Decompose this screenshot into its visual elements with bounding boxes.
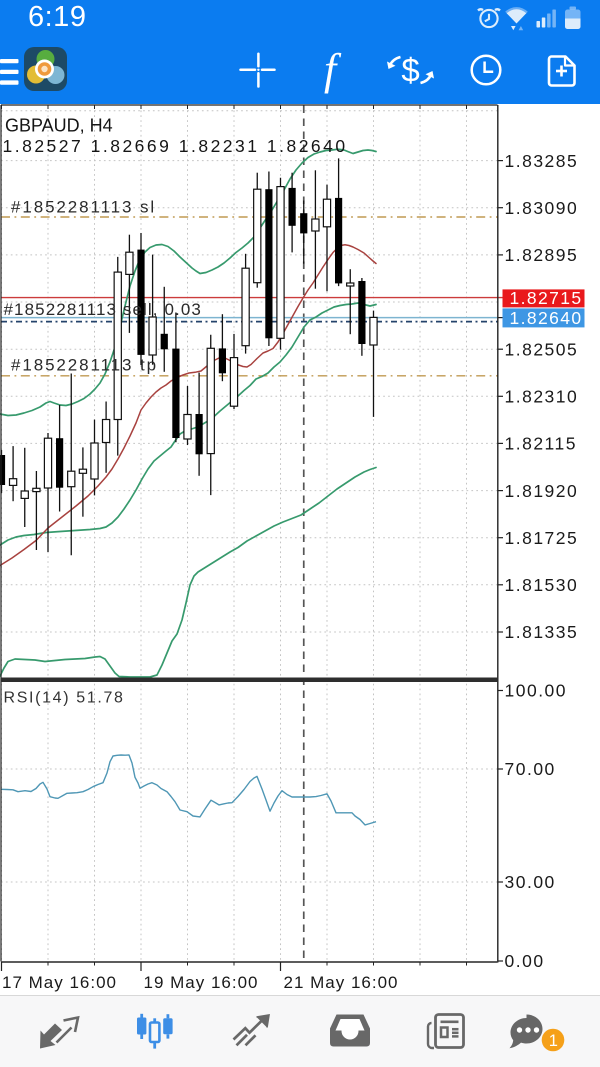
svg-text:1.82527 1.82669 1.82231 1.8264: 1.82527 1.82669 1.82231 1.82640 (3, 136, 348, 156)
svg-text:1.81725: 1.81725 (505, 528, 579, 548)
svg-text:1.82310: 1.82310 (505, 387, 579, 407)
svg-text:1.83090: 1.83090 (505, 198, 579, 218)
svg-text:1.83285: 1.83285 (505, 151, 579, 171)
svg-text:f: f (324, 45, 342, 94)
svg-text:1.82715: 1.82715 (510, 288, 583, 308)
svg-text:1.82895: 1.82895 (505, 245, 579, 265)
svg-text:70.00: 70.00 (505, 759, 556, 779)
svg-text:21 May 16:00: 21 May 16:00 (284, 973, 399, 992)
svg-text:GBPAUD, H4: GBPAUD, H4 (5, 116, 113, 136)
svg-text:#1852281113 sl: #1852281113 sl (11, 198, 156, 217)
svg-text:1.81920: 1.81920 (505, 481, 579, 501)
svg-text:1: 1 (549, 1032, 558, 1050)
svg-text:$: $ (401, 52, 419, 89)
svg-text:19 May 16:00: 19 May 16:00 (144, 973, 259, 992)
svg-text:RSI(14) 51.78: RSI(14) 51.78 (4, 690, 125, 707)
svg-text:1.82505: 1.82505 (505, 339, 579, 359)
svg-text:17 May 16:00: 17 May 16:00 (2, 973, 117, 992)
svg-text:100.00: 100.00 (505, 681, 568, 701)
svg-text:30.00: 30.00 (505, 872, 556, 892)
svg-text:1.82640: 1.82640 (510, 308, 583, 328)
svg-text:#1852281113 sell, 0.03: #1852281113 sell, 0.03 (4, 300, 202, 319)
svg-text:1.81335: 1.81335 (505, 622, 579, 642)
svg-text:1.81530: 1.81530 (505, 575, 579, 595)
svg-text:1.82115: 1.82115 (505, 434, 577, 454)
svg-text:#1852281113 tp: #1852281113 tp (11, 356, 158, 375)
svg-text:0.00: 0.00 (505, 951, 545, 971)
